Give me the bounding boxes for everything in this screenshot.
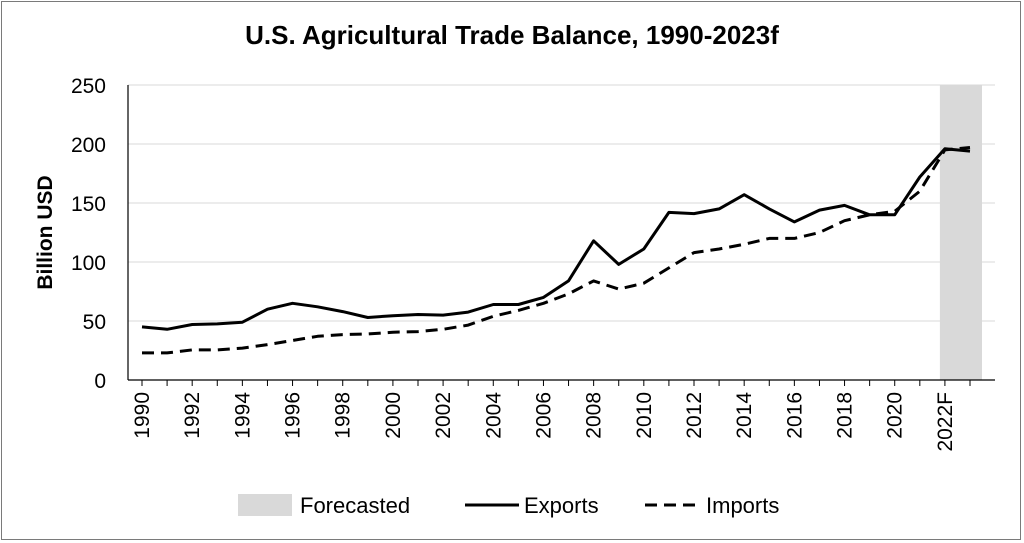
x-tick-label: 2002 [432, 392, 455, 439]
y-tick-label: 250 [71, 75, 106, 98]
forecast-band [939, 85, 982, 380]
x-tick-label: 2016 [783, 392, 806, 439]
x-tick-label: 2012 [683, 392, 706, 439]
series-line-imports [142, 146, 971, 355]
x-tick-label: 1996 [282, 392, 305, 439]
x-tick-label: 1992 [181, 392, 204, 439]
x-tick-label: 1994 [231, 392, 254, 439]
x-tick-label: 1990 [131, 392, 154, 439]
legend-label-exports: Exports [524, 493, 599, 518]
legend-swatch-forecasted [238, 494, 292, 516]
y-tick-label: 50 [83, 311, 106, 334]
x-tick-label: 2004 [482, 392, 505, 439]
y-tick-label: 100 [71, 252, 106, 275]
legend-label-forecasted: Forecasted [300, 493, 410, 518]
x-tick-label: 2008 [583, 392, 606, 439]
x-tick-label: 2018 [834, 392, 857, 439]
x-tick-label: 2014 [733, 392, 756, 439]
chart-title: U.S. Agricultural Trade Balance, 1990-20… [245, 20, 779, 50]
y-tick-label: 150 [71, 193, 106, 216]
x-tick-label: 2000 [382, 392, 405, 439]
x-tick-label: 2020 [884, 392, 907, 439]
legend-label-imports: Imports [706, 493, 779, 518]
x-tick-label: 2010 [633, 392, 656, 439]
y-tick-label: 0 [94, 370, 106, 393]
x-tick-label: 2022F [934, 392, 957, 452]
series-line-exports [141, 147, 971, 331]
y-axis-label: Billion USD [34, 175, 57, 289]
x-tick-label: 2006 [532, 392, 555, 439]
y-tick-label: 200 [71, 134, 106, 157]
x-tick-label: 1998 [332, 392, 355, 439]
